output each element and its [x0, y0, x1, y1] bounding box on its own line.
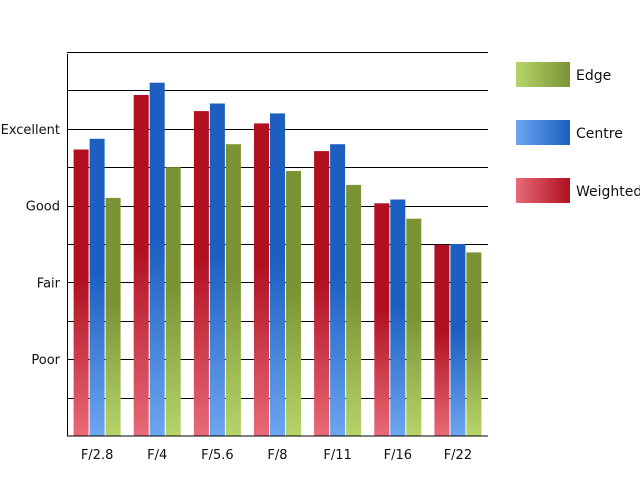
bar-centre-f16 — [390, 199, 406, 436]
legend-label-weighted: Weighted — [576, 184, 640, 200]
legend-label-edge: Edge — [576, 68, 611, 84]
bar-edge-f16 — [406, 218, 422, 436]
x-tick-label: F/8 — [267, 448, 287, 463]
bar-weighted-f8 — [254, 123, 269, 437]
y-tick-label: Fair — [37, 276, 61, 291]
y-tick-label: Excellent — [1, 123, 60, 138]
bar-centre-f22 — [450, 244, 466, 436]
legend-label-centre: Centre — [576, 126, 623, 142]
bar-edge-f8 — [286, 171, 301, 436]
bar-edge-f5-6 — [225, 144, 241, 436]
legend: Edge Centre Weighted — [516, 62, 640, 203]
y-tick-labels: Poor Fair Good Excellent — [1, 123, 61, 368]
bar-edge-f22 — [466, 252, 482, 436]
bar-centre-f2-8 — [89, 138, 105, 437]
y-tick-label: Good — [26, 200, 60, 215]
bar-edge-f2-8 — [105, 197, 121, 436]
x-tick-label: F/2.8 — [81, 448, 114, 463]
x-tick-label: F/5.6 — [201, 448, 234, 463]
bar-edge-f4 — [165, 167, 181, 436]
bar-centre-f8 — [270, 113, 285, 437]
bar-centre-f11 — [330, 144, 346, 436]
x-tick-label: F/11 — [323, 448, 351, 463]
bars — [73, 82, 482, 437]
legend-swatch-centre — [516, 120, 570, 145]
y-tick-label: Poor — [31, 353, 60, 368]
axes — [67, 54, 488, 437]
bar-weighted-f4 — [133, 95, 149, 436]
x-tick-label: F/22 — [444, 448, 472, 463]
bar-weighted-f16 — [374, 203, 390, 436]
bar-centre-f5-6 — [209, 103, 225, 436]
bar-weighted-f5-6 — [193, 111, 209, 436]
bar-weighted-f2-8 — [73, 149, 89, 436]
legend-swatch-weighted — [516, 178, 570, 203]
bar-weighted-f11 — [314, 151, 330, 436]
x-tick-labels: F/2.8 F/4 F/5.6 F/8 F/11 F/16 F/22 — [81, 448, 472, 463]
x-tick-label: F/16 — [384, 448, 412, 463]
bar-weighted-f22 — [434, 244, 450, 436]
bar-edge-f11 — [346, 184, 362, 436]
bar-centre-f4 — [149, 82, 165, 436]
legend-swatch-edge — [516, 62, 570, 87]
x-tick-label: F/4 — [147, 448, 167, 463]
